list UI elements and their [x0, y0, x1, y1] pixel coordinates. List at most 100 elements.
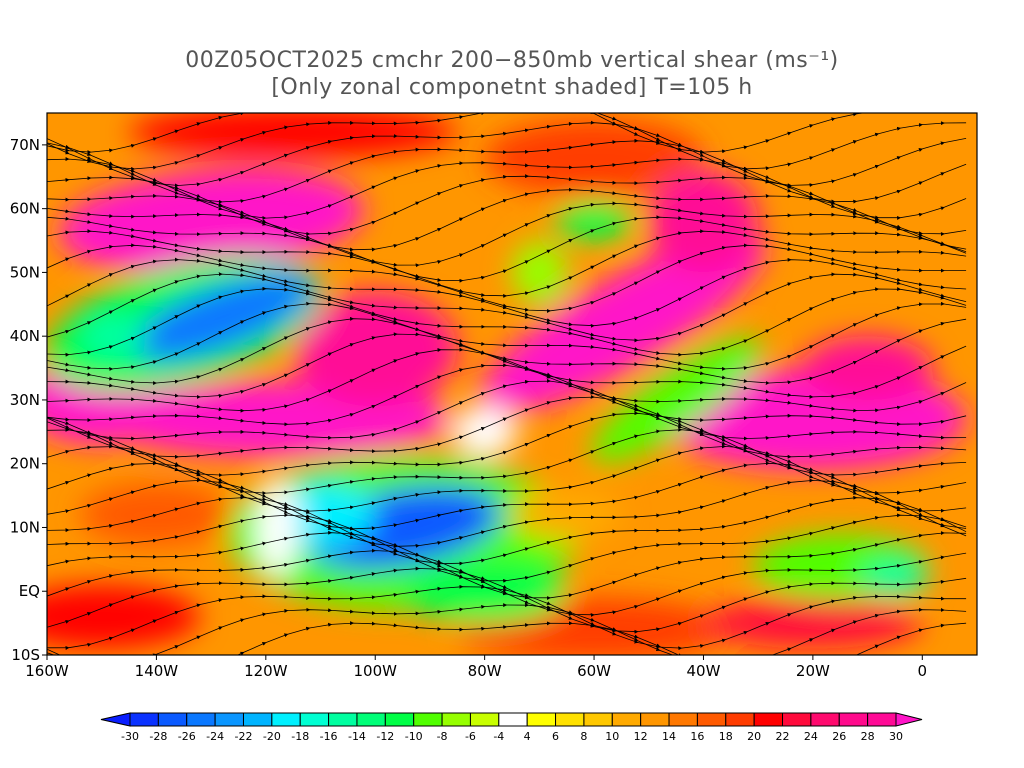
colorbar-swatch: [441, 712, 471, 727]
colorbar-swatch: [413, 712, 443, 727]
lat-tick-label: 10S: [11, 646, 40, 664]
lat-tick-label: 40N: [10, 327, 40, 345]
colorbar-swatch: [271, 712, 301, 727]
streamline: [47, 157, 967, 220]
colorbar-swatch: [668, 712, 698, 727]
lat-tick-label: EQ: [19, 582, 40, 600]
colorbar-swatch: [299, 712, 330, 727]
shear-region: [457, 597, 731, 655]
shear-region: [484, 119, 704, 196]
colorbar-label: 20: [747, 730, 761, 743]
colorbar-label: -16: [320, 730, 338, 743]
shear-region: [801, 336, 934, 400]
colorbar-label: 22: [776, 730, 790, 743]
shear-region: [128, 271, 316, 363]
lat-tick-label: 60N: [10, 200, 40, 218]
streamline: [47, 411, 967, 478]
shear-region: [862, 559, 928, 598]
lat-tick-label: 70N: [10, 136, 40, 154]
colorbar-label: -4: [493, 730, 504, 743]
streamline: [47, 363, 967, 427]
colorbar-label: -22: [234, 730, 252, 743]
colorbar: -30 -28 -26 -24 -22 -20 -18 -16 -14 -12 -10 -8 -6 -4 4…: [100, 712, 923, 743]
map-frame: [46, 112, 978, 656]
title-line-2: [Only zonal componetnt shaded] T=105 h: [271, 75, 753, 100]
shear-region: [265, 482, 376, 547]
shear-region: [227, 457, 578, 611]
colorbar-swatch: [242, 712, 273, 727]
shear-region: [512, 489, 622, 541]
colorbar-label: -26: [178, 730, 196, 743]
colorbar-label: -10: [405, 730, 423, 743]
colorbar-swatch: [583, 712, 613, 727]
colorbar-label: 28: [861, 730, 875, 743]
lon-tick-label: 120W: [244, 662, 288, 680]
colorbar-swatch: [498, 712, 528, 727]
colorbar-swatch: [640, 712, 670, 727]
streamline: [47, 301, 967, 372]
lon-tick-label: 100W: [354, 662, 398, 680]
streamline: [47, 174, 967, 237]
shear-region: [47, 256, 322, 390]
colorbar-swatch: [810, 712, 840, 727]
lat-tick-label: 20N: [10, 455, 40, 473]
colorbar-label: -18: [291, 730, 309, 743]
shear-region: [129, 113, 458, 158]
streamline: [47, 602, 967, 655]
colorbar-label: 14: [662, 730, 676, 743]
colorbar-low-arrow: [100, 712, 131, 727]
shear-region: [47, 584, 201, 649]
shear-region: [659, 368, 967, 471]
streamline: [47, 243, 967, 313]
shear-region: [591, 337, 762, 463]
lon-tick-label: 0: [918, 662, 928, 680]
shear-region: [305, 486, 500, 569]
colorbar-label: 18: [719, 730, 733, 743]
shear-region: [58, 168, 364, 274]
streamline: [47, 461, 967, 531]
streamline: [47, 584, 967, 651]
streamline: [47, 621, 967, 655]
shaded-field: [47, 113, 977, 655]
colorbar-label: 30: [889, 730, 903, 743]
colorbar-label: -8: [437, 730, 448, 743]
shear-region: [451, 406, 518, 458]
lon-tick-label: 40W: [687, 662, 721, 680]
streamline: [47, 444, 967, 514]
colorbar-swatch: [696, 712, 727, 727]
streamline: [47, 378, 967, 441]
streamline: [47, 513, 967, 583]
colorbar-label: 6: [552, 730, 559, 743]
colorbar-label: 16: [690, 730, 704, 743]
lon-tick-label: 80W: [468, 662, 502, 680]
streamline: [47, 548, 967, 618]
shear-region: [79, 482, 233, 547]
colorbar-swatch: [214, 712, 244, 727]
streamline: [47, 530, 967, 601]
lat-tick-label: 10N: [10, 518, 40, 536]
streamline: [47, 272, 967, 343]
shear-region: [512, 240, 567, 305]
shear-region: [254, 476, 299, 579]
colorbar-label: -12: [376, 730, 394, 743]
streamline: [47, 394, 967, 459]
shear-region: [752, 533, 928, 598]
colorbar-label: 8: [580, 730, 587, 743]
streamline: [47, 138, 967, 204]
colorbar-swatch: [186, 712, 216, 727]
colorbar-high-arrow: [895, 712, 923, 727]
colorbar-swatch: [356, 712, 386, 727]
colorbar-label: -28: [149, 730, 167, 743]
shear-region: [477, 232, 766, 415]
streamline: [47, 316, 967, 386]
streamline: [47, 566, 967, 634]
colorbar-swatch: [129, 712, 159, 727]
lon-tick-label: 160W: [25, 662, 69, 680]
lat-tick-label: 30N: [10, 391, 40, 409]
streamline: [47, 495, 967, 566]
colorbar-label: 24: [804, 730, 818, 743]
streamline: [47, 478, 967, 549]
colorbar-label: -30: [121, 730, 139, 743]
colorbar-swatch: [867, 712, 897, 727]
